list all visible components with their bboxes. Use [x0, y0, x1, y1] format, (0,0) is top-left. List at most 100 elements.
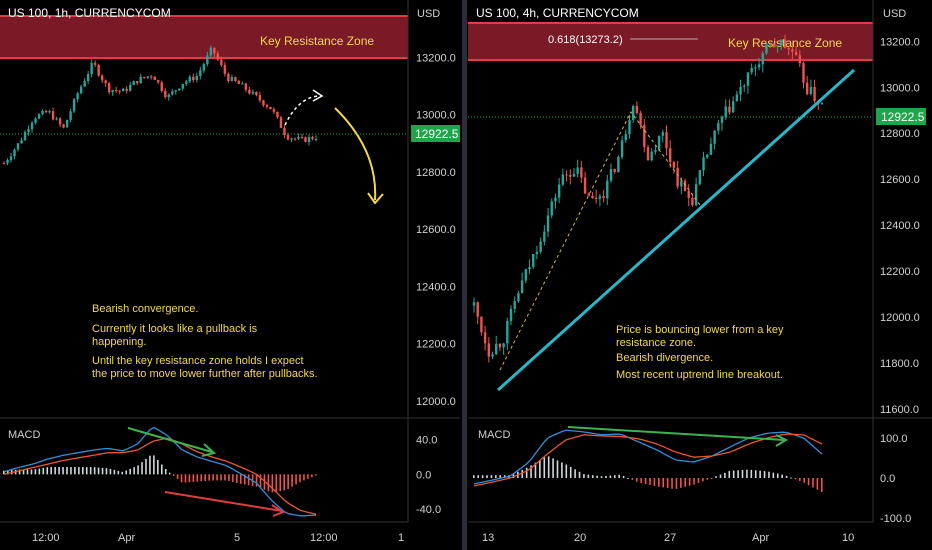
left-candle-body — [220, 59, 223, 66]
right-candle-body — [683, 180, 687, 192]
right-candle-body — [694, 184, 698, 206]
right-macd-bar — [640, 478, 642, 484]
right-macd-line — [473, 429, 823, 485]
left-macd-bar — [30, 469, 33, 475]
left-macd-bar — [38, 468, 41, 475]
right-macd-bar — [649, 478, 651, 485]
right-candle-body — [776, 45, 779, 47]
left-y-ticks: 13200.0 13000.0 12800.0 12600.0 12400.0 12200… — [416, 52, 456, 408]
left-annotation-2: Currently it looks like a pullback is hap… — [92, 323, 258, 348]
right-candle-body — [706, 154, 709, 158]
right-candle-body — [635, 105, 639, 114]
right-macd-bar — [512, 473, 515, 478]
right-ytick-3: 12600.0 — [880, 174, 920, 186]
left-candle-body — [111, 90, 114, 93]
right-candle-body — [606, 180, 609, 199]
left-candle-body — [216, 53, 220, 60]
left-candle-body — [51, 111, 55, 120]
right-wave-dashed — [499, 111, 701, 371]
right-candle-body — [583, 177, 587, 194]
right-ytick-7: 11800.0 — [880, 358, 919, 370]
right-macd-bar — [653, 478, 656, 486]
left-candle-body — [107, 83, 111, 93]
right-macd-bar — [675, 478, 678, 489]
left-candle-body — [139, 76, 142, 84]
right-macd-bar — [600, 476, 603, 478]
right-macd-bar — [609, 475, 612, 478]
left-macd-bar — [188, 474, 191, 483]
right-candle-body — [809, 86, 813, 95]
left-resistance-zone — [0, 16, 408, 58]
right-candle-body — [798, 55, 801, 64]
left-candle-body — [20, 140, 23, 144]
right-candle-body — [617, 156, 620, 173]
left-macd-bar — [89, 467, 92, 475]
right-macd-bar — [750, 469, 753, 478]
right-uptrend-line — [496, 68, 856, 392]
left-candle-body — [265, 105, 269, 107]
annotation-continuation: the price to move lower further after pu… — [92, 368, 318, 380]
left-xtick-1: Apr — [118, 532, 135, 544]
left-macd-ytick-1: 0.0 — [416, 469, 431, 481]
right-candle-body — [543, 231, 546, 242]
left-pullback-arrow — [284, 95, 319, 126]
right-time-axis: 13 20 27 Apr 10 — [468, 521, 873, 544]
left-macd-panel: MACD 40.0 0.0 -40.0 — [0, 417, 460, 517]
right-macd-bar — [644, 478, 647, 484]
right-candle-body — [787, 47, 790, 50]
left-macd-bar — [62, 467, 64, 475]
right-macd-bar — [574, 469, 576, 478]
left-macd-bar — [283, 474, 286, 491]
left-currency-label: USD — [417, 8, 440, 20]
right-macd-bar — [807, 478, 810, 486]
left-candle-body — [199, 70, 202, 77]
left-macd-bar — [66, 467, 68, 475]
right-macd-bar — [613, 475, 616, 478]
left-candle-body — [202, 64, 206, 71]
right-candle-body — [761, 53, 764, 65]
right-macd-bar — [816, 478, 819, 490]
right-candle-body — [524, 269, 528, 281]
right-macd-bar — [790, 477, 792, 479]
right-macd-bar — [680, 478, 682, 488]
left-candle-body — [171, 91, 174, 95]
right-macd-bar — [688, 478, 691, 486]
right-candle-body — [750, 68, 753, 73]
left-candle-body — [44, 110, 48, 113]
right-candle-body — [731, 101, 735, 113]
right-macd-bar — [543, 457, 546, 478]
left-macd-ytick-2: -40.0 — [416, 504, 441, 516]
right-macd-histogram — [473, 456, 823, 492]
left-xtick-3: 12:00 — [310, 532, 338, 544]
right-macd-bar — [671, 478, 673, 489]
right-macd-bar — [812, 478, 814, 488]
left-candle-body — [185, 81, 188, 85]
left-candle-body — [178, 88, 181, 91]
right-candle-body — [487, 343, 491, 357]
right-candle-body — [565, 174, 568, 176]
right-candle-body — [550, 201, 553, 216]
left-candle-body — [41, 110, 44, 115]
left-time-axis: 12:00 Apr 5 12:00 1 — [0, 521, 408, 544]
left-macd-bar — [224, 474, 226, 481]
right-candle-body — [643, 124, 646, 148]
right-macd-bar — [768, 471, 770, 478]
right-macd-bar — [556, 460, 559, 478]
left-macd-bar — [157, 459, 159, 475]
left-macd-bar — [176, 474, 179, 480]
left-macd-bar — [125, 470, 128, 475]
left-candle-body — [9, 156, 13, 161]
left-xtick-2: 5 — [234, 532, 240, 544]
left-macd-bar — [22, 469, 25, 475]
annotation-continuation: happening. — [92, 336, 146, 348]
left-macd-bar — [113, 469, 116, 475]
left-macd-histogram — [3, 455, 317, 493]
left-macd-bar — [279, 474, 282, 492]
left-macd-bar — [145, 458, 147, 475]
left-macd-bar — [50, 467, 52, 475]
right-candle-body — [609, 168, 613, 181]
left-macd-bar — [26, 469, 29, 475]
left-macd-bar — [172, 474, 175, 476]
left-macd-bar — [6, 470, 9, 475]
